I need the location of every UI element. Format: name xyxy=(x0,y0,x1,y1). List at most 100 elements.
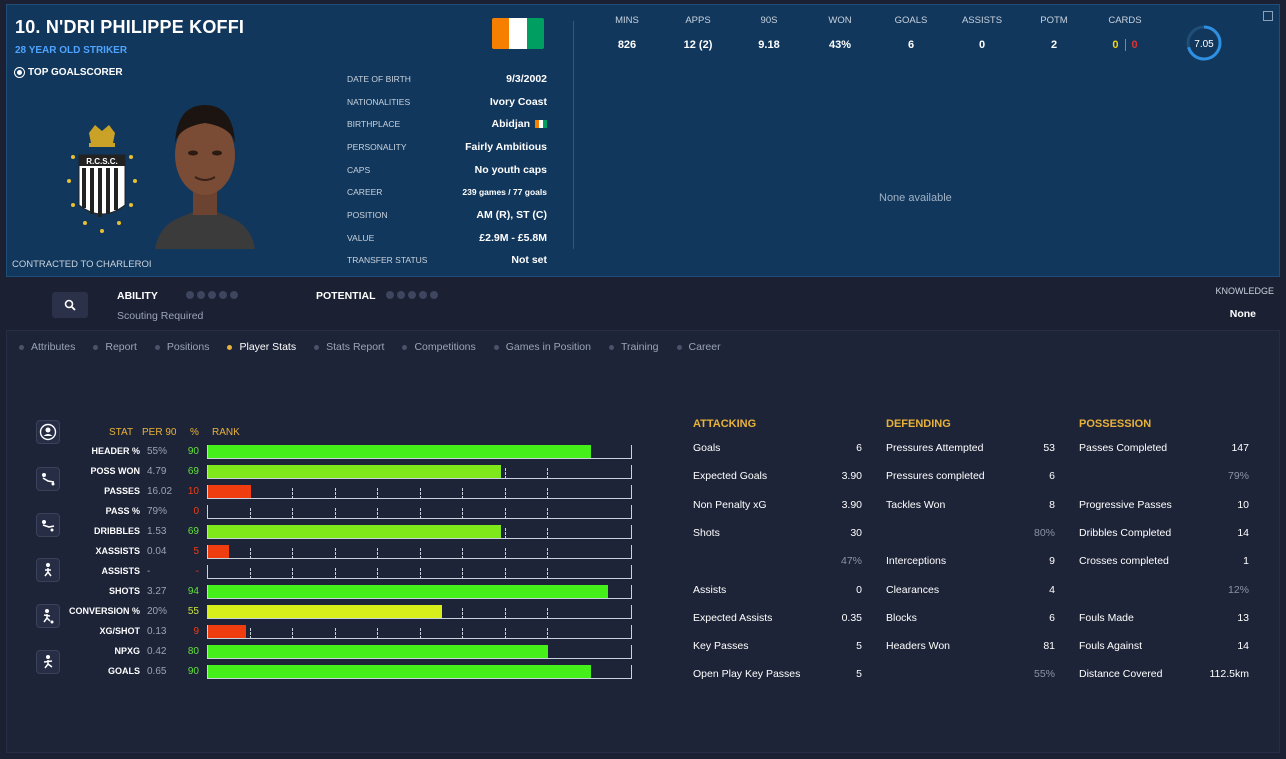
rank-tick xyxy=(250,628,251,639)
scouting-required-text: Scouting Required xyxy=(117,310,204,322)
rank-tick xyxy=(547,508,548,519)
tab-label: Positions xyxy=(166,341,210,353)
scout-search-button[interactable] xyxy=(52,292,88,318)
percentile-value: 94 xyxy=(187,586,199,597)
rank-tick xyxy=(547,528,548,539)
tab-positions[interactable]: Positions xyxy=(154,341,210,353)
defending-row: Pressures completed 6 xyxy=(886,470,1055,484)
stat-col-won: WON 43% xyxy=(805,15,875,51)
per90-value: 79% xyxy=(147,506,168,517)
tab-attributes[interactable]: Attributes xyxy=(19,341,75,353)
rank-tick xyxy=(377,488,378,499)
flag-stripe-orange xyxy=(492,18,510,49)
history-placeholder: None available xyxy=(879,192,952,204)
rank-track xyxy=(207,625,632,639)
info-value[interactable]: Ivory Coast xyxy=(489,96,547,108)
runner-filter-icon[interactable] xyxy=(36,558,60,582)
chart-header-rank: RANK xyxy=(212,427,240,438)
stat-name: XG/SHOT xyxy=(99,626,140,636)
star-dot xyxy=(219,291,227,299)
shooter-filter-icon[interactable] xyxy=(36,604,60,628)
rank-bar[interactable] xyxy=(208,665,591,678)
striker-filter-icon[interactable] xyxy=(36,650,60,674)
possession-row: Crosses completed 1 xyxy=(1079,555,1249,569)
contract-label[interactable]: CONTRACTED TO CHARLEROI xyxy=(12,259,152,270)
row-label: Assists xyxy=(693,584,727,596)
star-dot xyxy=(397,291,405,299)
rank-tick xyxy=(377,628,378,639)
star-dot xyxy=(419,291,427,299)
rank-bar[interactable] xyxy=(208,585,608,598)
tab-player-stats[interactable]: Player Stats xyxy=(227,341,296,353)
average-rating-value: 7.05 xyxy=(1194,39,1214,50)
player-tag: TOP GOALSCORER xyxy=(15,67,123,78)
info-label: BIRTHPLACE xyxy=(347,119,401,129)
rank-bar[interactable] xyxy=(208,445,591,458)
rank-bar[interactable] xyxy=(208,485,251,498)
tab-stats-report[interactable]: Stats Report xyxy=(314,341,384,353)
info-value[interactable]: Abidjan xyxy=(491,118,531,130)
tab-training[interactable]: Training xyxy=(608,341,659,353)
chart-row: XG/SHOT 0.13 9 xyxy=(0,624,640,640)
rank-tick xyxy=(292,548,293,559)
rank-tick xyxy=(292,508,293,519)
info-value-wrap: Abidjan xyxy=(491,118,547,130)
rank-tick xyxy=(505,568,506,579)
row-value: 8 xyxy=(1049,499,1055,511)
tab-label: Player Stats xyxy=(239,341,297,353)
tab-games-in-position[interactable]: Games in Position xyxy=(493,341,591,353)
tab-report[interactable]: Report xyxy=(93,341,137,353)
rank-bar[interactable] xyxy=(208,605,442,618)
possession-row: Dribbles Completed 14 xyxy=(1079,527,1249,541)
row-value: 6 xyxy=(1049,470,1055,482)
per90-value: 0.42 xyxy=(147,646,167,657)
per90-value: - xyxy=(147,566,151,577)
percentile-value: 80 xyxy=(187,646,199,657)
tab-dot xyxy=(608,344,614,350)
info-row-nationalities: NATIONALITIES Ivory Coast xyxy=(347,94,547,110)
attacking-row: Expected Assists 0.35 xyxy=(693,612,862,626)
slide-filter-icon[interactable] xyxy=(36,513,60,537)
all-players-filter-icon[interactable] xyxy=(36,420,60,444)
info-label: CAPS xyxy=(347,165,371,175)
tab-career[interactable]: Career xyxy=(676,341,721,353)
nationality-flag[interactable] xyxy=(492,18,544,49)
row-label: Shots xyxy=(693,527,720,539)
tab-competitions[interactable]: Competitions xyxy=(402,341,476,353)
rank-bar[interactable] xyxy=(208,645,548,658)
flag-stripe-white xyxy=(509,18,527,49)
tackle-filter-icon[interactable] xyxy=(36,467,60,491)
chart-row: HEADER % 55% 90 xyxy=(0,444,640,460)
attacking-row: Key Passes 5 xyxy=(693,640,862,654)
attacking-row: Expected Goals 3.90 xyxy=(693,470,862,484)
row-label: Distance Covered xyxy=(1079,668,1163,680)
tab-label: Competitions xyxy=(414,341,476,353)
cards-divider xyxy=(1124,39,1126,51)
rank-bar[interactable] xyxy=(208,465,501,478)
attacking-row: Shots 30 xyxy=(693,527,862,541)
percentile-value: 90 xyxy=(187,446,199,457)
percentile-value: 0 xyxy=(193,506,199,517)
chart-header-pct: % xyxy=(190,427,199,438)
rank-bar[interactable] xyxy=(208,625,246,638)
info-row-personality: PERSONALITY Fairly Ambitious xyxy=(347,139,547,155)
possession-row: Fouls Against 14 xyxy=(1079,640,1249,654)
row-value: 6 xyxy=(1049,612,1055,624)
rank-bar[interactable] xyxy=(208,545,229,558)
club-crest[interactable]: R.C.S.C. xyxy=(59,123,145,239)
stat-header: APPS xyxy=(685,15,711,26)
rank-tick xyxy=(335,628,336,639)
info-row-caps: CAPS No youth caps xyxy=(347,162,547,178)
rank-bar[interactable] xyxy=(208,525,501,538)
rank-track xyxy=(207,505,632,519)
rank-tick xyxy=(420,568,421,579)
per90-value: 0.13 xyxy=(147,626,167,637)
close-icon[interactable] xyxy=(1263,11,1273,21)
rank-track xyxy=(207,645,632,659)
rank-tick xyxy=(547,628,548,639)
stat-col-90s: 90S 9.18 xyxy=(734,15,804,51)
defending-row: Tackles Won 8 xyxy=(886,499,1055,513)
row-value: 81 xyxy=(1043,640,1055,652)
percentile-value: 90 xyxy=(187,666,199,677)
